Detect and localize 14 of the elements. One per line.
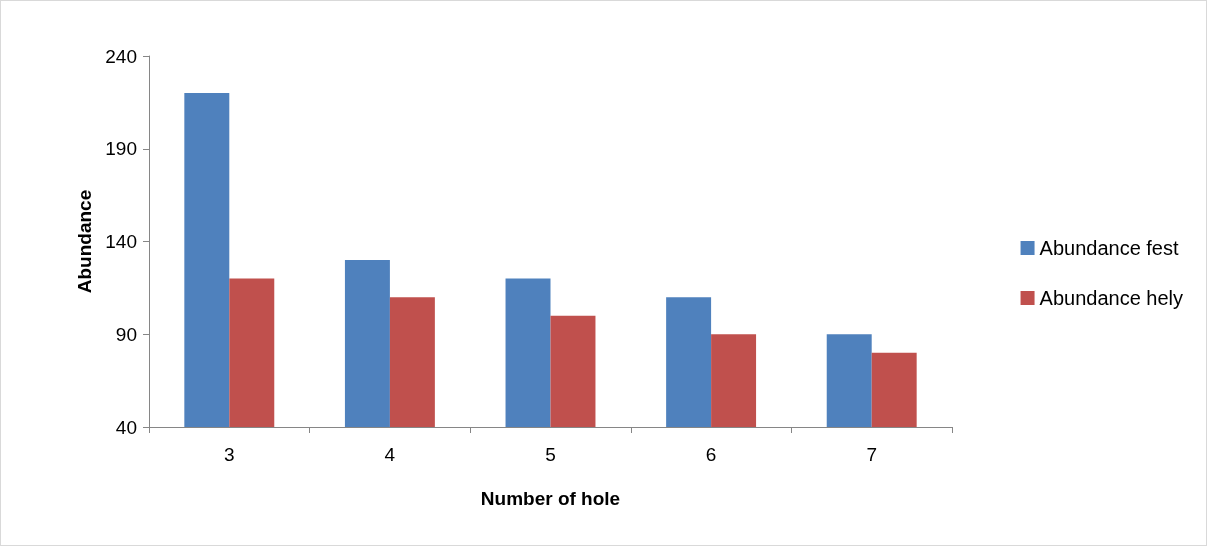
x-tick-label: 5 — [545, 444, 556, 465]
x-tick-label: 6 — [705, 444, 717, 465]
x-tick-label: 4 — [384, 444, 396, 465]
y-tick-label: 140 — [105, 231, 137, 252]
legend-label: Abundance hely — [1039, 287, 1184, 309]
y-axis-title: Abundance — [74, 189, 96, 294]
y-tick-label: 90 — [115, 323, 137, 345]
y-tick-label: 40 — [115, 416, 137, 438]
x-tick-label: 7 — [866, 444, 877, 465]
x-tick-label: 3 — [224, 444, 235, 465]
legend-label: Abundance fest — [1039, 237, 1179, 259]
y-tick-label: 240 — [105, 45, 137, 67]
x-axis-title: Number of hole — [480, 488, 621, 509]
y-tick-label: 190 — [105, 138, 137, 160]
